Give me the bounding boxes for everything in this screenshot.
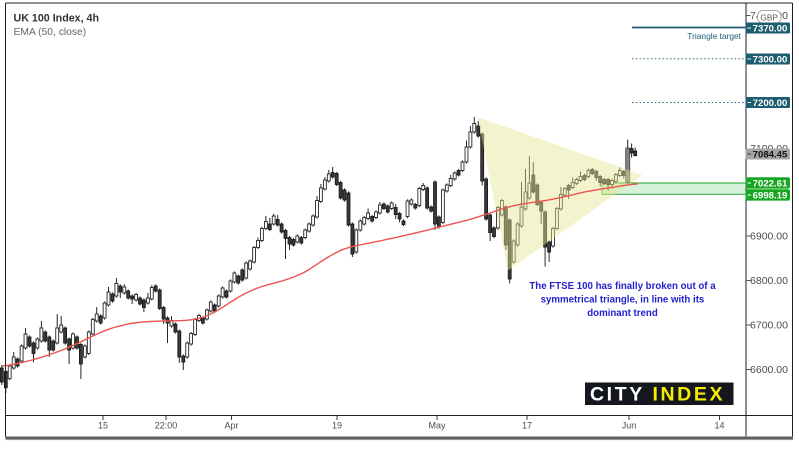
svg-text:14: 14 [714,421,724,431]
svg-text:6700.00: 6700.00 [750,320,788,332]
svg-text:7022.61: 7022.61 [753,179,788,190]
svg-text:May: May [428,421,446,431]
svg-text:17: 17 [522,421,532,431]
svg-text:7370.00: 7370.00 [753,23,788,34]
svg-text:6600.00: 6600.00 [750,364,788,376]
svg-text:22:00: 22:00 [155,421,178,431]
svg-text:7200.00: 7200.00 [753,98,788,109]
svg-text:7084.45: 7084.45 [753,149,788,160]
svg-text:CITY INDEX: CITY INDEX [590,384,725,406]
svg-text:Jun: Jun [622,421,637,431]
svg-text:19: 19 [332,421,342,431]
svg-text:Triangle target: Triangle target [687,31,741,41]
svg-text:15: 15 [98,421,108,431]
svg-text:UK 100 Index, 4h: UK 100 Index, 4h [14,12,100,24]
svg-text:symmetrical triangle, in line: symmetrical triangle, in line with its [541,295,705,306]
svg-text:6800.00: 6800.00 [750,275,788,287]
svg-text:dominant trend: dominant trend [587,308,658,319]
svg-text:The FTSE 100 has finally broke: The FTSE 100 has finally broken out of a [529,281,716,292]
svg-text:Apr: Apr [224,421,238,431]
svg-text:GBP: GBP [760,12,778,22]
svg-text:7300.00: 7300.00 [753,54,788,65]
svg-text:EMA (50, close): EMA (50, close) [14,27,87,38]
svg-text:6900.00: 6900.00 [750,231,788,243]
svg-text:6998.19: 6998.19 [753,191,788,202]
